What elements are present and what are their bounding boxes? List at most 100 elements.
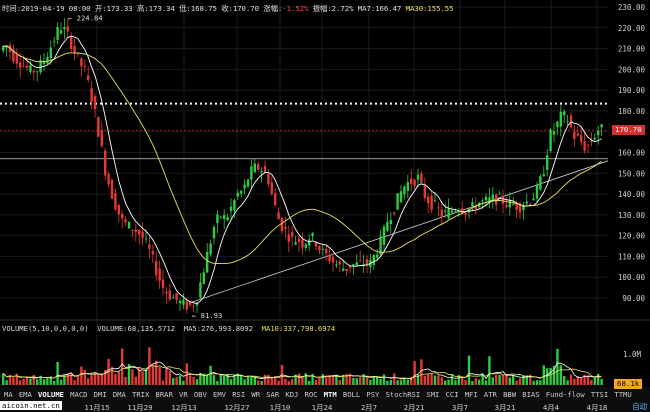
volume-bar (552, 365, 556, 385)
candle-body (423, 185, 426, 199)
candle-body (549, 129, 552, 151)
tab-wr[interactable]: WR (251, 390, 261, 399)
candle-body (59, 30, 63, 34)
candle-body (386, 221, 389, 231)
tab-bbw[interactable]: BBW (503, 390, 517, 399)
volume-bar (70, 373, 73, 385)
date-tick-label: 3月7 (452, 403, 468, 412)
volume-bar (15, 373, 18, 385)
candle-body (66, 26, 69, 32)
tab-atr[interactable]: ATR (483, 390, 497, 399)
volume-bar (563, 375, 566, 385)
candle-body (22, 65, 25, 67)
volume-bar (66, 373, 69, 385)
volume-bar (287, 381, 290, 385)
volume-bar (342, 374, 345, 385)
volume-bar (97, 373, 100, 385)
volume-bar (440, 377, 443, 385)
candle-body (301, 239, 304, 248)
tab-kdj[interactable]: KDJ (285, 390, 299, 399)
candle-body (117, 204, 120, 215)
tab-bias[interactable]: BIAS (522, 390, 540, 399)
tab-obv[interactable]: OBV (193, 390, 207, 399)
tab-cci[interactable]: CCI (445, 390, 459, 399)
volume-bar (226, 374, 229, 385)
tab-psy[interactable]: PSY (366, 390, 380, 399)
volume-bar (433, 375, 437, 385)
volume-bar (83, 369, 86, 385)
volume-bar (39, 375, 42, 385)
tab-roc[interactable]: ROC (304, 390, 318, 399)
candle-body (199, 282, 202, 298)
auto-zoom-button[interactable]: 自动 (632, 402, 647, 411)
info-ma7: 166.47 (375, 4, 402, 13)
tab-emv[interactable]: EMV (213, 390, 227, 399)
tab-dma[interactable]: DMA (112, 390, 126, 399)
volume-bar (19, 380, 22, 385)
volume-bar (481, 373, 484, 385)
candle-body (212, 227, 216, 239)
candle-body (325, 249, 328, 254)
candle-body (563, 111, 566, 116)
volume-params: VOLUME(5,10,0,0,0,0) (2, 324, 89, 333)
price-tick-label: 200.00 (618, 65, 646, 74)
tab-fund-flow[interactable]: Fund-flow (545, 390, 585, 399)
tab-volume[interactable]: VOLUME (38, 390, 64, 399)
volume-bar (263, 374, 267, 385)
candle-body (342, 268, 345, 271)
volume-bar (284, 378, 287, 385)
volume-bar (539, 380, 542, 385)
candle-body (566, 121, 569, 122)
volume-bar (216, 381, 219, 385)
candle-body (32, 70, 35, 73)
candle-body (406, 182, 409, 191)
tab-trix[interactable]: TRIX (132, 390, 150, 399)
candle-body (376, 254, 379, 258)
volume-bar (484, 380, 488, 385)
volume-bar (297, 373, 301, 385)
tab-vr[interactable]: VR (179, 390, 188, 399)
volume-ma10-line (2, 365, 602, 379)
volume-bar (532, 380, 535, 385)
volume-bar (189, 375, 192, 385)
tab-mfi[interactable]: MFI (464, 390, 478, 399)
tab-stochrsi[interactable]: StochRSI (385, 390, 421, 399)
candle-body (168, 290, 171, 300)
volume-bar (406, 379, 409, 385)
candle-body (104, 150, 107, 176)
volume-info-bar: VOLUME(5,10,0,0,0,0) VOLUME:68,135.5712 … (2, 324, 336, 333)
volume-bar (76, 375, 80, 385)
candle-body (36, 71, 39, 73)
candle-body (359, 260, 362, 261)
tab-sar[interactable]: SAR (266, 390, 280, 399)
candle-body (121, 213, 124, 219)
tab-mtm[interactable]: MTM (323, 390, 337, 399)
date-tick-label: 2月7 (361, 403, 377, 412)
volume-bar (175, 376, 178, 385)
volume-bar (325, 376, 328, 385)
current-price-tag: 170.70 (612, 125, 645, 136)
tab-ma[interactable]: MA (4, 390, 13, 399)
candle-body (175, 292, 178, 301)
tab-rsi[interactable]: RSI (232, 390, 246, 399)
tab-dmi[interactable]: DMI (93, 390, 107, 399)
volume-bar (498, 374, 501, 385)
tab-ttsi[interactable]: TTSI (590, 390, 609, 399)
tab-ema[interactable]: EMA (18, 390, 32, 399)
volume-bar (192, 376, 195, 385)
volume-bar (566, 380, 569, 385)
candle-body (318, 246, 321, 251)
volume-bar (144, 369, 148, 385)
date-tick-label: 12月27 (224, 403, 249, 412)
tab-smi[interactable]: SMI (426, 390, 440, 399)
price-tick-label: 160.00 (618, 149, 646, 158)
tab-macd[interactable]: MACD (70, 390, 88, 399)
candle-body (454, 211, 457, 212)
candle-body (267, 173, 270, 185)
candle-body (246, 179, 250, 187)
tab-brar[interactable]: BRAR (155, 390, 173, 399)
volume-bar (376, 376, 379, 385)
tab-boll[interactable]: BOLL (342, 390, 361, 399)
tab-ttmu[interactable]: TTMU (614, 390, 632, 399)
